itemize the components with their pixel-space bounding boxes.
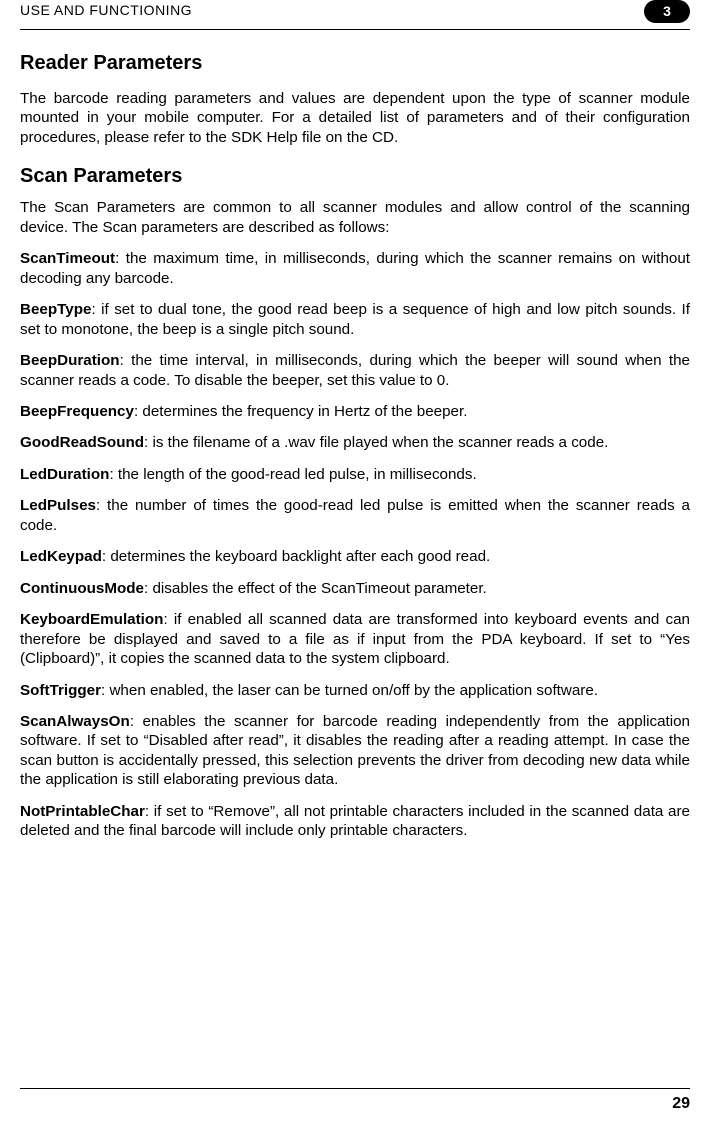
param-item: LedKeypad: determines the keyboard backl… <box>20 547 690 566</box>
param-item: SoftTrigger: when enabled, the laser can… <box>20 681 690 700</box>
param-item: BeepDuration: the time interval, in mill… <box>20 351 690 390</box>
param-desc: : the number of times the good-read led … <box>20 497 690 533</box>
section-title: USE AND FUNCTIONING <box>20 2 192 18</box>
param-term: GoodReadSound <box>20 434 144 451</box>
param-desc: : determines the keyboard backlight afte… <box>102 548 490 565</box>
chapter-badge: 3 <box>644 0 690 23</box>
param-item: BeepFrequency: determines the frequency … <box>20 402 690 421</box>
param-term: ScanAlwaysOn <box>20 713 130 730</box>
param-term: ScanTimeout <box>20 250 115 267</box>
page-number: 29 <box>672 1095 690 1112</box>
param-term: KeyboardEmulation <box>20 611 163 628</box>
param-desc: : if set to dual tone, the good read bee… <box>20 301 690 337</box>
param-desc: : is the filename of a .wav file played … <box>144 434 608 451</box>
param-term: LedPulses <box>20 497 96 514</box>
param-item: GoodReadSound: is the filename of a .wav… <box>20 433 690 452</box>
heading-reader-parameters: Reader Parameters <box>20 52 690 75</box>
param-item: LedPulses: the number of times the good-… <box>20 496 690 535</box>
param-item: KeyboardEmulation: if enabled all scanne… <box>20 610 690 668</box>
param-term: BeepFrequency <box>20 403 134 420</box>
param-item: BeepType: if set to dual tone, the good … <box>20 300 690 339</box>
param-item: ScanAlwaysOn: enables the scanner for ba… <box>20 712 690 790</box>
param-term: SoftTrigger <box>20 682 101 699</box>
intro-paragraph: The barcode reading parameters and value… <box>20 89 690 147</box>
param-term: NotPrintableChar <box>20 803 145 820</box>
param-term: ContinuousMode <box>20 580 144 597</box>
param-item: NotPrintableChar: if set to “Remove”, al… <box>20 802 690 841</box>
param-item: ContinuousMode: disables the effect of t… <box>20 579 690 598</box>
param-item: ScanTimeout: the maximum time, in millis… <box>20 249 690 288</box>
page-content: Reader Parameters The barcode reading pa… <box>0 30 710 841</box>
heading-scan-parameters: Scan Parameters <box>20 165 690 188</box>
param-desc: : the maximum time, in milliseconds, dur… <box>20 250 690 286</box>
param-term: BeepDuration <box>20 352 120 369</box>
param-desc: : disables the effect of the ScanTimeout… <box>144 580 487 597</box>
page-header: USE AND FUNCTIONING 3 <box>20 0 690 30</box>
param-term: LedDuration <box>20 466 109 483</box>
param-item: LedDuration: the length of the good-read… <box>20 465 690 484</box>
param-desc: : when enabled, the laser can be turned … <box>101 682 598 699</box>
param-desc: : determines the frequency in Hertz of t… <box>134 403 467 420</box>
param-desc: : the time interval, in milliseconds, du… <box>20 352 690 388</box>
param-term: LedKeypad <box>20 548 102 565</box>
page-footer: 29 <box>20 1088 690 1113</box>
scan-intro-paragraph: The Scan Parameters are common to all sc… <box>20 198 690 237</box>
param-desc: : the length of the good-read led pulse,… <box>109 466 476 483</box>
param-term: BeepType <box>20 301 91 318</box>
